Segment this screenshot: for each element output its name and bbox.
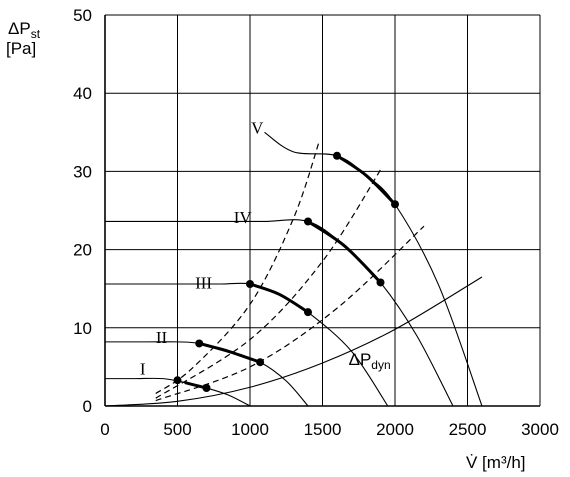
fan-curve-IV xyxy=(105,219,454,407)
y-tick-label: 0 xyxy=(83,397,92,416)
chart-grid xyxy=(104,14,541,407)
operating-point xyxy=(304,217,312,226)
y-tick-labels: 0 10 20 30 40 50 xyxy=(73,6,92,416)
operating-point xyxy=(202,384,211,393)
x-tick-labels: 0 500 1000 1500 2000 2500 3000 xyxy=(100,420,559,439)
operating-point xyxy=(304,308,312,317)
y-tick-label: 50 xyxy=(73,6,92,25)
system-curve-dashed xyxy=(155,139,321,394)
curve-label-III: III xyxy=(195,273,212,292)
y-tick-label: 20 xyxy=(73,241,92,260)
y-axis-label: ΔPst xyxy=(8,19,41,41)
curves xyxy=(104,131,483,407)
y-tick-label: 30 xyxy=(73,162,92,181)
operating-point xyxy=(333,151,341,160)
system-curve-dashed xyxy=(155,167,383,399)
x-tick-label: 1000 xyxy=(231,420,269,439)
x-axis-label: V̇ [m³/h] xyxy=(466,453,526,472)
x-tick-label: 1500 xyxy=(304,420,342,439)
y-axis-unit: [Pa] xyxy=(6,39,36,58)
operating-point xyxy=(173,376,182,385)
operating-point xyxy=(195,339,204,348)
curve-label-II: II xyxy=(156,328,168,347)
curve-label-IV: IV xyxy=(234,208,253,227)
curve-label-V: V xyxy=(251,119,264,138)
x-tick-label: 3000 xyxy=(521,420,559,439)
dynamic-pressure-label: ΔPdyn xyxy=(349,350,391,372)
operating-point xyxy=(256,358,265,367)
y-tick-label: 10 xyxy=(73,319,92,338)
dynamic-pressure-curve xyxy=(104,276,483,407)
y-tick-label: 40 xyxy=(73,84,92,103)
operating-range-II xyxy=(198,341,261,364)
operating-range-IV xyxy=(307,220,382,284)
operating-point xyxy=(376,278,385,287)
operating-range-V xyxy=(336,154,397,206)
x-tick-label: 2500 xyxy=(449,420,487,439)
system-curve-dashed xyxy=(155,225,425,402)
fan-curve-III xyxy=(104,282,389,407)
operating-point xyxy=(246,280,254,289)
x-tick-label: 0 xyxy=(100,420,109,439)
x-tick-label: 500 xyxy=(163,420,191,439)
curve-label-I: I xyxy=(140,359,146,378)
operating-range-III xyxy=(249,282,309,314)
x-tick-label: 2000 xyxy=(376,420,414,439)
operating-point xyxy=(391,200,399,209)
